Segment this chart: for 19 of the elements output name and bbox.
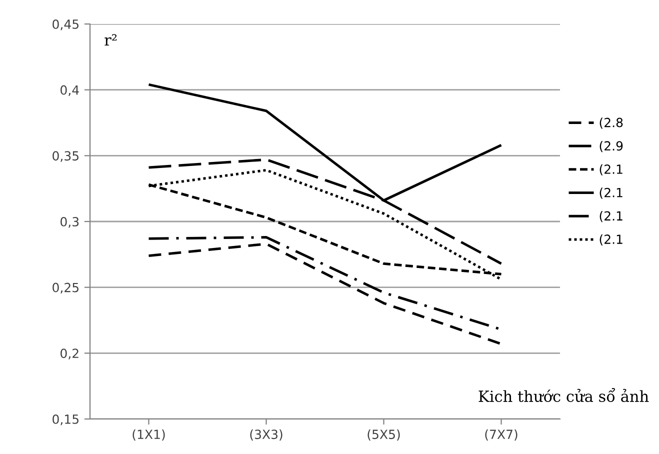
y-tick-label: 0,15 xyxy=(52,414,78,426)
x-tick-label: (7X7) xyxy=(485,429,518,441)
x-tick-label: (5X5) xyxy=(368,429,400,441)
x-axis-title: Kich thước cửa sổ ảnh xyxy=(478,388,649,402)
y-tick-label: 0,4 xyxy=(60,85,79,96)
y-tick-label: 0,2 xyxy=(60,348,78,360)
x-tick-label: (1X1) xyxy=(132,429,165,441)
legend-label: (2.1 xyxy=(600,164,622,176)
y-tick-label: 0,35 xyxy=(52,151,78,162)
legend-label: (2.9 xyxy=(600,140,623,152)
y-axis-title: r² xyxy=(104,34,117,46)
legend-label: (2.1 xyxy=(600,188,622,199)
y-tick-label: 0,3 xyxy=(60,216,79,228)
legend-label: (2.1 xyxy=(600,210,622,222)
y-tick-label: 0,25 xyxy=(52,282,78,294)
legend-label: (2.8 xyxy=(600,118,623,129)
legend-label: (2.1 xyxy=(600,234,622,246)
x-tick-label: (3X3) xyxy=(250,429,282,441)
y-tick-label: 0,45 xyxy=(52,19,78,30)
